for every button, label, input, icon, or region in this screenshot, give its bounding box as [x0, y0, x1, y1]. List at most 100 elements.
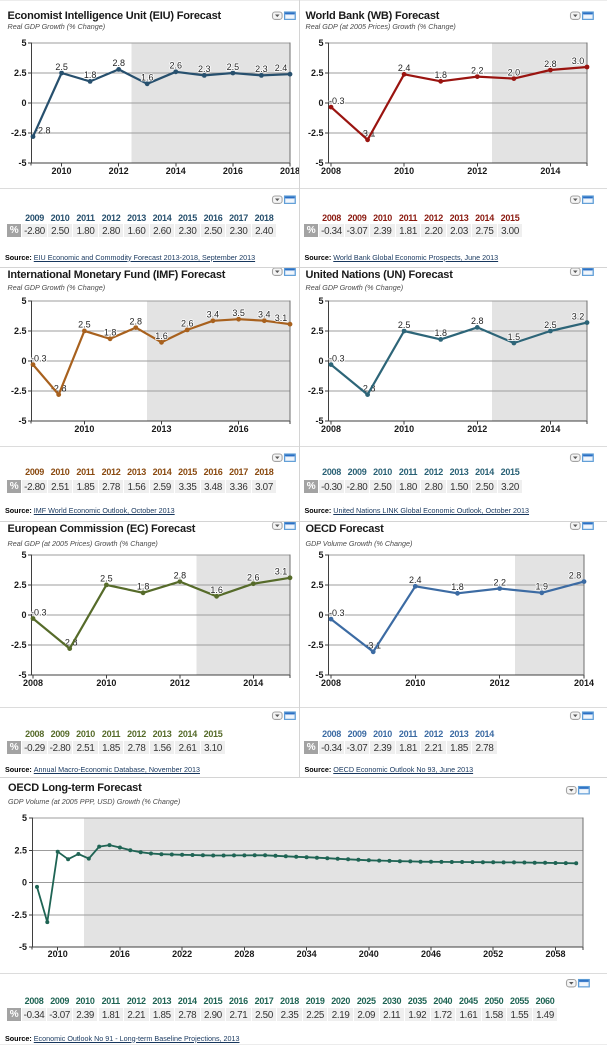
- svg-text:-3.1: -3.1: [365, 641, 381, 651]
- svg-text:2014: 2014: [166, 166, 186, 176]
- svg-text:2.5: 2.5: [14, 68, 27, 78]
- svg-text:2016: 2016: [229, 424, 249, 434]
- svg-text:2.5: 2.5: [311, 68, 324, 78]
- svg-text:5: 5: [21, 38, 26, 48]
- svg-text:2014: 2014: [243, 678, 263, 688]
- svg-text:1.8: 1.8: [451, 582, 464, 592]
- svg-text:0: 0: [21, 98, 26, 108]
- svg-text:2.5: 2.5: [14, 326, 27, 336]
- svg-text:2010: 2010: [394, 424, 414, 434]
- svg-text:-2.5: -2.5: [308, 128, 324, 138]
- svg-text:2.8: 2.8: [174, 570, 187, 580]
- svg-text:5: 5: [318, 550, 323, 560]
- svg-text:0: 0: [21, 356, 26, 366]
- svg-text:-0.3: -0.3: [31, 607, 47, 617]
- svg-text:2.5: 2.5: [55, 62, 68, 72]
- svg-text:2010: 2010: [394, 166, 414, 176]
- svg-text:2028: 2028: [234, 949, 254, 959]
- svg-text:2.5: 2.5: [14, 580, 27, 590]
- svg-text:2.0: 2.0: [508, 67, 521, 77]
- svg-text:-2.8: -2.8: [51, 383, 67, 393]
- svg-text:-5: -5: [18, 416, 26, 426]
- svg-text:2.8: 2.8: [471, 316, 484, 326]
- svg-text:2.4: 2.4: [275, 63, 288, 73]
- svg-text:-2.5: -2.5: [308, 386, 324, 396]
- svg-text:2012: 2012: [109, 166, 129, 176]
- svg-text:2010: 2010: [74, 424, 94, 434]
- svg-text:2.8: 2.8: [569, 570, 582, 580]
- svg-text:0: 0: [318, 356, 323, 366]
- svg-text:2.4: 2.4: [409, 575, 422, 585]
- svg-text:2.5: 2.5: [311, 326, 324, 336]
- svg-text:-2.8: -2.8: [62, 637, 78, 647]
- svg-text:2052: 2052: [483, 949, 503, 959]
- svg-text:-5: -5: [315, 158, 323, 168]
- svg-text:2008: 2008: [321, 424, 341, 434]
- svg-text:2010: 2010: [96, 678, 116, 688]
- svg-text:2.5: 2.5: [311, 580, 324, 590]
- svg-text:3.1: 3.1: [275, 313, 288, 323]
- svg-text:1.5: 1.5: [508, 332, 521, 342]
- svg-text:2.6: 2.6: [170, 61, 183, 71]
- svg-text:0: 0: [21, 610, 26, 620]
- svg-text:2040: 2040: [359, 949, 379, 959]
- svg-text:-2.8: -2.8: [360, 383, 376, 393]
- svg-text:-5: -5: [19, 942, 27, 952]
- svg-text:2022: 2022: [172, 949, 192, 959]
- svg-text:2.5: 2.5: [100, 574, 113, 584]
- svg-text:2016: 2016: [223, 166, 243, 176]
- svg-text:1.8: 1.8: [434, 328, 447, 338]
- svg-text:5: 5: [22, 813, 27, 823]
- svg-text:2.5: 2.5: [544, 320, 557, 330]
- svg-text:0: 0: [318, 98, 323, 108]
- svg-text:-2.5: -2.5: [11, 128, 27, 138]
- svg-text:5: 5: [318, 38, 323, 48]
- svg-text:2.2: 2.2: [493, 577, 506, 587]
- svg-text:2008: 2008: [23, 678, 43, 688]
- svg-text:5: 5: [318, 296, 323, 306]
- svg-text:2.5: 2.5: [227, 62, 240, 72]
- svg-text:2014: 2014: [540, 166, 560, 176]
- svg-text:3.4: 3.4: [258, 310, 271, 320]
- svg-text:-5: -5: [18, 158, 26, 168]
- svg-text:2.8: 2.8: [544, 59, 557, 69]
- svg-text:2.5: 2.5: [14, 845, 27, 855]
- svg-text:-0.3: -0.3: [329, 608, 345, 618]
- svg-text:2008: 2008: [321, 678, 341, 688]
- svg-text:3.5: 3.5: [232, 308, 245, 318]
- svg-text:2034: 2034: [297, 949, 317, 959]
- svg-text:0: 0: [22, 878, 27, 888]
- svg-text:-5: -5: [18, 670, 26, 680]
- svg-text:1.9: 1.9: [536, 582, 549, 592]
- svg-text:-2.5: -2.5: [11, 910, 27, 920]
- svg-text:2014: 2014: [574, 678, 594, 688]
- svg-text:2013: 2013: [151, 424, 171, 434]
- svg-text:2.8: 2.8: [112, 58, 125, 68]
- svg-text:1.6: 1.6: [210, 585, 223, 595]
- svg-text:2.6: 2.6: [247, 573, 260, 583]
- svg-text:-5: -5: [315, 416, 323, 426]
- svg-text:3.4: 3.4: [207, 310, 220, 320]
- svg-text:2012: 2012: [467, 166, 487, 176]
- svg-text:5: 5: [21, 550, 26, 560]
- svg-text:-3.1: -3.1: [360, 129, 376, 139]
- svg-text:-0.3: -0.3: [31, 353, 47, 363]
- svg-text:1.8: 1.8: [84, 70, 97, 80]
- svg-text:2.5: 2.5: [398, 320, 411, 330]
- svg-text:2008: 2008: [321, 166, 341, 176]
- svg-text:1.6: 1.6: [141, 73, 154, 83]
- svg-text:2010: 2010: [48, 949, 68, 959]
- svg-text:2.3: 2.3: [255, 64, 268, 74]
- svg-text:3.1: 3.1: [275, 567, 288, 577]
- svg-text:2016: 2016: [110, 949, 130, 959]
- svg-text:1.8: 1.8: [434, 70, 447, 80]
- svg-text:3.0: 3.0: [572, 56, 585, 66]
- svg-text:2.2: 2.2: [471, 65, 484, 75]
- svg-text:2010: 2010: [52, 166, 72, 176]
- svg-text:1.8: 1.8: [137, 582, 150, 592]
- svg-text:2012: 2012: [170, 678, 190, 688]
- svg-text:1.6: 1.6: [155, 331, 168, 341]
- svg-text:2.6: 2.6: [181, 319, 194, 329]
- svg-text:5: 5: [21, 296, 26, 306]
- svg-text:2046: 2046: [421, 949, 441, 959]
